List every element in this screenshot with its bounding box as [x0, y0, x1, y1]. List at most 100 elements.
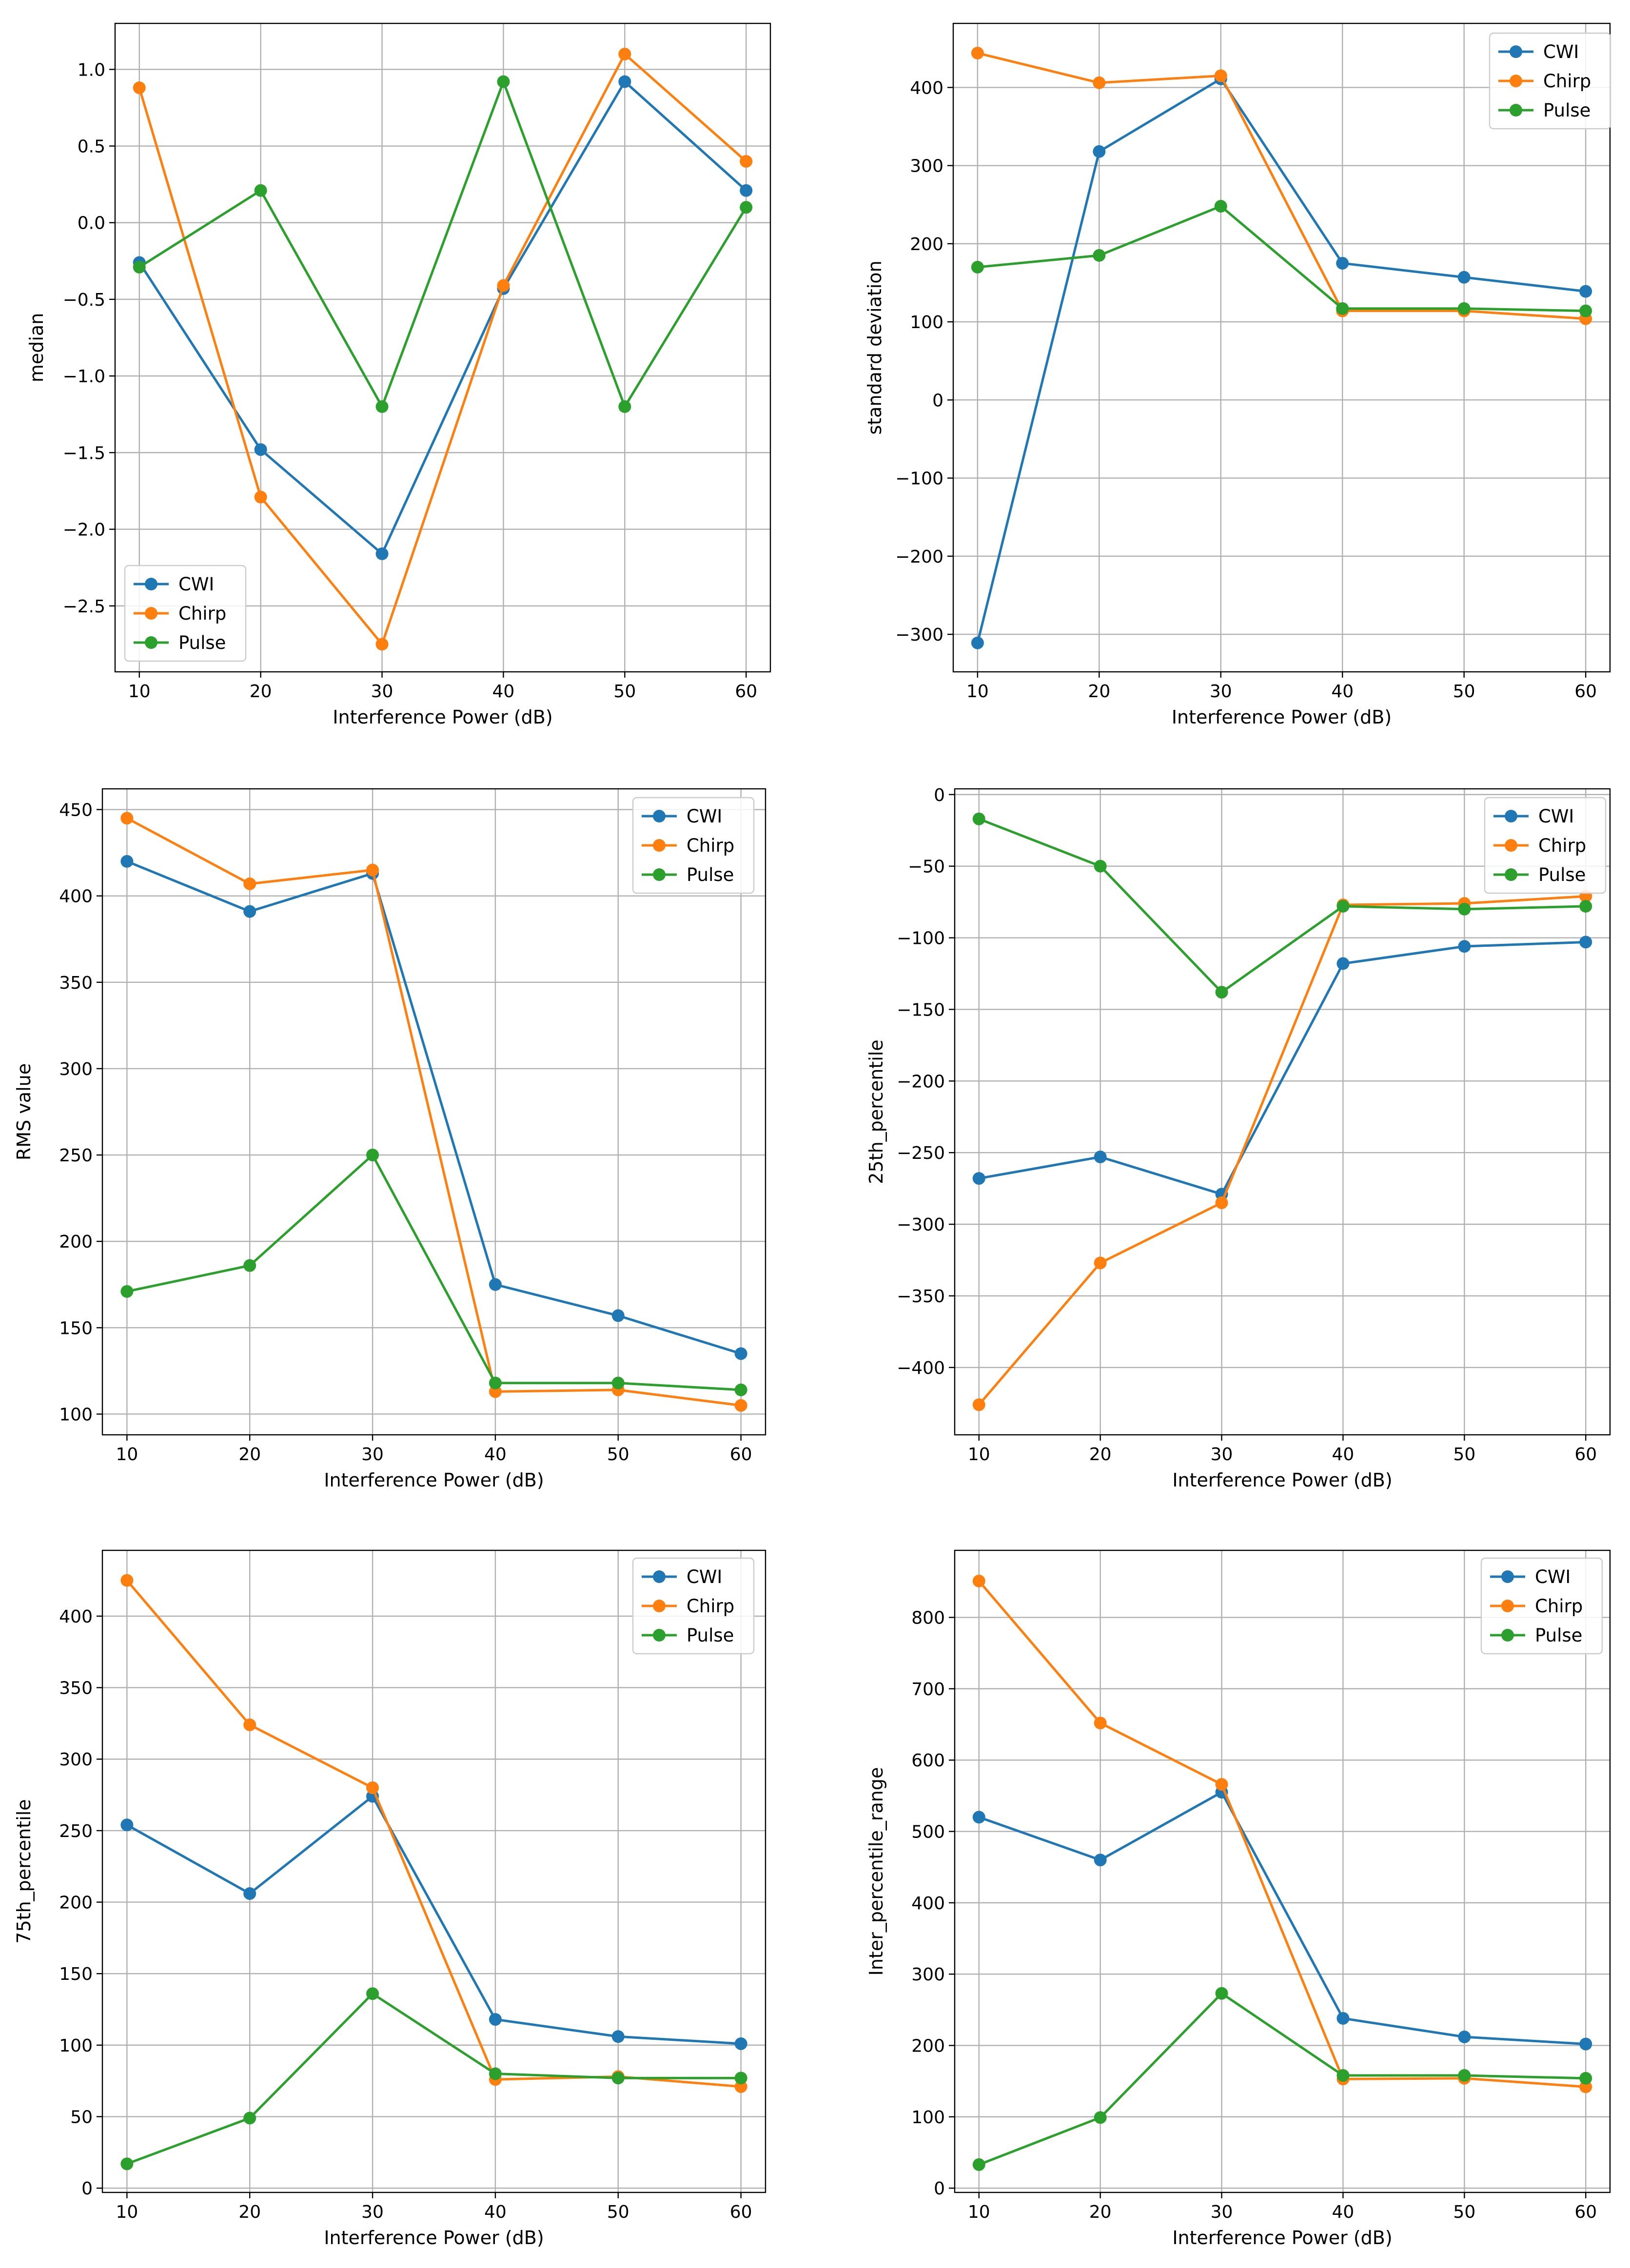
- data-point-cwi: [1579, 285, 1592, 298]
- y-tick-label: −0.5: [63, 290, 105, 310]
- y-axis-label: RMS value: [13, 1063, 35, 1160]
- legend-box: [632, 1557, 755, 1655]
- x-tick-label: 20: [1089, 2202, 1112, 2222]
- series-line-cwi: [126, 860, 742, 1355]
- data-point-pulse: [366, 1987, 379, 2000]
- x-axis-label: Interference Power (dB): [1172, 1469, 1392, 1491]
- y-axis-label: median: [26, 313, 47, 382]
- data-point-cwi: [489, 1278, 502, 1291]
- chart-panel-3: 10 20 30 40 50 60 450 400 350 300 250 200 150 100 Inte…: [13, 788, 766, 1491]
- legend-swatch-marker: [1505, 868, 1517, 881]
- data-point-chirp: [618, 47, 631, 60]
- x-tick-label: 20: [1088, 682, 1110, 702]
- data-point-pulse: [1579, 304, 1592, 317]
- x-tick-label: 50: [607, 2202, 629, 2222]
- data-point-pulse: [366, 1149, 379, 1162]
- y-tick-label: −2.0: [63, 520, 105, 540]
- y-tick-label: 300: [910, 156, 943, 176]
- data-point-pulse: [611, 2072, 625, 2085]
- legend-label: Chirp: [687, 835, 734, 856]
- y-tick-label: 250: [59, 1146, 93, 1166]
- series-line-pulse: [138, 80, 747, 408]
- legend-box: [1480, 1557, 1603, 1655]
- x-tick-label: 20: [238, 2202, 261, 2222]
- data-point-cwi: [1579, 2037, 1592, 2051]
- data-point-chirp: [1094, 1256, 1107, 1270]
- x-tick-label: 40: [1331, 682, 1354, 702]
- data-point-cwi: [611, 1309, 625, 1322]
- y-tick-label: 100: [910, 313, 943, 332]
- x-tick-label: 30: [1211, 2202, 1233, 2222]
- data-point-chirp: [1094, 1717, 1107, 1730]
- data-point-cwi: [618, 75, 631, 88]
- data-point-pulse: [971, 260, 984, 274]
- data-point-pulse: [618, 400, 631, 413]
- data-point-pulse: [1214, 199, 1227, 213]
- legend-swatch-marker: [1510, 104, 1522, 117]
- data-point-pulse: [1458, 902, 1471, 916]
- data-point-cwi: [740, 184, 753, 197]
- data-point-chirp: [497, 279, 510, 292]
- y-tick-label: 200: [910, 235, 943, 254]
- data-point-pulse: [489, 2067, 502, 2080]
- x-tick-label: 40: [1332, 1445, 1355, 1465]
- x-tick-label: 10: [116, 2202, 138, 2222]
- y-tick-label: −50: [908, 857, 945, 877]
- data-point-pulse: [497, 75, 510, 88]
- x-tick-label: 20: [250, 682, 272, 702]
- y-tick-label: 1.0: [78, 60, 105, 80]
- legend-swatch-marker: [145, 578, 157, 590]
- legend: CWI Chirp Pulse: [632, 1557, 755, 1655]
- y-tick-label: 500: [911, 1822, 945, 1842]
- legend-label: Chirp: [1538, 835, 1586, 856]
- legend-swatch-marker: [1501, 1570, 1514, 1583]
- x-tick-label: 10: [968, 1445, 990, 1465]
- y-tick-label: −1.0: [63, 367, 105, 387]
- y-tick-label: −200: [897, 1072, 945, 1092]
- y-tick-label: 300: [59, 1059, 93, 1079]
- x-tick-label: 60: [1574, 2202, 1597, 2222]
- chart-panel-6: 10 20 30 40 50 60 800 700 600 500 400 300 200 100 0 Int…: [865, 1549, 1611, 2248]
- y-tick-label: 200: [911, 2036, 945, 2056]
- series-line-cwi: [979, 940, 1586, 1195]
- y-tick-label: 50: [70, 2108, 93, 2128]
- data-point-chirp: [1214, 69, 1227, 82]
- legend: CWI Chirp Pulse: [124, 565, 247, 662]
- legend-swatch-marker: [1501, 1600, 1514, 1612]
- x-tick-label: 60: [1574, 682, 1597, 702]
- data-point-chirp: [972, 1398, 985, 1411]
- legend-swatch-marker: [653, 1629, 666, 1642]
- legend-swatch-marker: [1510, 45, 1522, 58]
- data-point-pulse: [740, 201, 753, 214]
- x-tick-label: 30: [361, 1445, 384, 1465]
- x-tick-label: 40: [492, 682, 515, 702]
- legend-box: [1489, 32, 1611, 130]
- series-line-chirp: [138, 53, 747, 645]
- data-point-cwi: [1458, 940, 1471, 953]
- y-tick-label: 0.0: [78, 214, 105, 234]
- y-tick-label: 300: [911, 1965, 945, 1985]
- y-tick-label: 600: [911, 1751, 945, 1771]
- data-point-cwi: [1094, 1151, 1107, 1164]
- y-tick-label: 350: [59, 1679, 93, 1699]
- y-tick-label: 0: [932, 391, 943, 411]
- x-tick-label: 50: [613, 682, 636, 702]
- data-point-cwi: [1458, 2030, 1471, 2043]
- data-point-pulse: [1457, 302, 1471, 315]
- y-axis-label: 25th_percentile: [865, 1039, 887, 1184]
- data-point-pulse: [734, 2072, 747, 2085]
- data-point-pulse: [375, 400, 389, 413]
- plot-frame: [101, 788, 766, 1436]
- data-point-chirp: [133, 81, 146, 95]
- data-point-pulse: [972, 2158, 985, 2171]
- y-tick-label: 250: [59, 1821, 93, 1841]
- data-point-chirp: [366, 1781, 379, 1794]
- data-point-cwi: [375, 547, 389, 560]
- legend-label: Pulse: [687, 864, 734, 885]
- legend: CWI Chirp Pulse: [1480, 1557, 1603, 1655]
- plot-frame: [954, 788, 1611, 1436]
- series-line-cwi: [126, 1795, 741, 2045]
- legend-swatch-marker: [1505, 839, 1517, 852]
- data-point-chirp: [1093, 76, 1106, 89]
- data-point-pulse: [120, 2157, 134, 2170]
